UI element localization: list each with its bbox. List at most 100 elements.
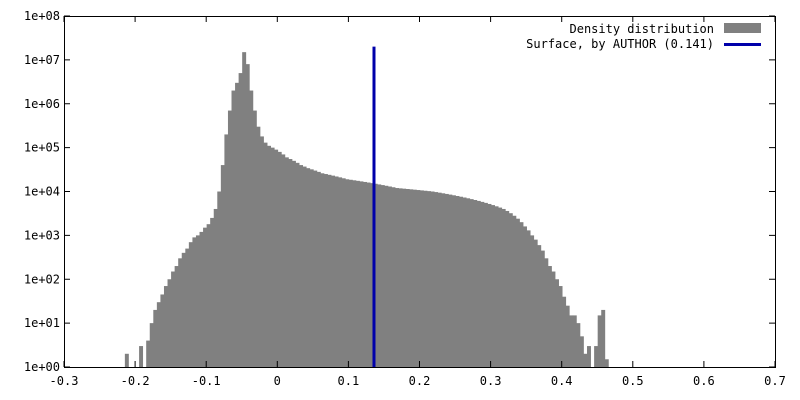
histogram-bar	[587, 346, 591, 367]
histogram-bar	[558, 286, 563, 367]
histogram-bar	[530, 235, 535, 368]
histogram-bar	[551, 271, 556, 367]
histogram-bar	[483, 202, 488, 367]
x-tick-label: -0.1	[192, 374, 221, 388]
histogram-bar	[227, 110, 232, 368]
x-tick-label: 0.3	[480, 374, 502, 388]
histogram-bar	[359, 181, 364, 367]
histogram-bar	[533, 239, 538, 367]
histogram-bar	[210, 217, 215, 367]
x-tick-label: 0.1	[338, 374, 360, 388]
histogram-bar	[352, 180, 357, 367]
legend-swatch-density	[724, 23, 761, 33]
x-tick-label: 0.5	[622, 374, 644, 388]
histogram-bar	[341, 178, 346, 367]
histogram-bar	[331, 175, 336, 367]
histogram-bar	[565, 305, 570, 367]
histogram-bar	[576, 323, 581, 368]
x-tick-label: -0.2	[121, 374, 150, 388]
histogram-bar	[181, 252, 186, 367]
histogram-bar	[252, 110, 257, 368]
histogram-bar	[263, 142, 268, 367]
histogram-bar	[476, 200, 481, 367]
histogram-bar	[515, 218, 520, 367]
histogram-bar	[320, 173, 325, 367]
histogram-bar	[395, 188, 399, 367]
histogram-bar	[544, 258, 549, 367]
histogram-bar	[348, 179, 353, 367]
histogram-bar	[409, 189, 414, 367]
histogram-bar	[501, 208, 506, 367]
histogram-bar	[242, 52, 247, 368]
histogram-bar	[562, 296, 567, 367]
histogram-bar	[434, 192, 439, 367]
legend-label-density: Density distribution	[570, 22, 715, 36]
histogram-bar	[405, 189, 410, 367]
histogram-bar	[299, 165, 304, 367]
x-tick-label: 0.7	[764, 374, 786, 388]
histogram-bar	[195, 235, 200, 368]
histogram-bar	[302, 166, 307, 367]
x-tick-label: -0.3	[50, 374, 79, 388]
histogram-bar	[459, 196, 463, 367]
histogram-bar	[185, 248, 190, 367]
y-tick-label: 1e+01	[24, 316, 60, 330]
histogram-bar	[555, 279, 559, 367]
histogram-bar	[469, 199, 474, 367]
histogram-bar	[245, 64, 250, 367]
histogram-bar	[256, 126, 261, 367]
histogram-bar	[523, 226, 527, 367]
histogram-bar	[419, 190, 424, 367]
histogram-bar	[579, 336, 584, 367]
histogram-bar	[163, 286, 168, 367]
histogram-bar	[288, 159, 293, 367]
histogram-bar	[583, 353, 588, 367]
histogram-bar	[430, 191, 435, 367]
histogram-bar	[309, 169, 314, 367]
histogram-bar	[412, 189, 417, 367]
histogram-bar	[153, 309, 158, 367]
x-tick-label: 0	[274, 374, 281, 388]
x-tick-label: 0.2	[409, 374, 431, 388]
histogram-bar	[402, 188, 407, 367]
histogram-bar	[306, 168, 311, 367]
histogram-bar	[384, 185, 389, 367]
histogram-bar	[267, 145, 272, 367]
histogram-bars	[124, 52, 609, 368]
histogram-bar	[416, 190, 421, 367]
histogram-bar	[156, 302, 161, 367]
histogram-bar	[167, 279, 172, 367]
histogram-bar	[437, 192, 442, 367]
histogram-bar	[491, 205, 495, 367]
histogram-bar	[547, 266, 552, 367]
histogram-bar	[594, 346, 599, 367]
histogram-bar	[277, 151, 282, 367]
histogram-bar	[487, 203, 492, 367]
histogram-bar	[281, 154, 286, 367]
histogram-bar	[345, 179, 350, 367]
histogram-bar	[188, 242, 193, 367]
histogram-bar	[377, 184, 382, 367]
histogram-bar	[441, 193, 446, 367]
y-tick-label: 1e+02	[24, 272, 60, 286]
histogram-bar	[444, 193, 449, 367]
histogram-bar	[217, 191, 222, 367]
histogram-bar	[284, 157, 289, 367]
histogram-bar	[387, 186, 392, 367]
histogram-bar	[519, 222, 524, 367]
histogram-bar	[526, 230, 531, 367]
y-tick-label: 1e+03	[24, 228, 60, 242]
histogram-bar	[540, 250, 545, 367]
x-tick-label: 0.4	[551, 374, 573, 388]
histogram-bar	[199, 231, 204, 367]
histogram-bar	[235, 82, 240, 367]
histogram-bar	[512, 215, 517, 367]
histogram-bar	[373, 183, 378, 367]
histogram-bar	[505, 210, 510, 367]
histogram-bar	[494, 206, 499, 367]
y-tick-label: 1e+05	[24, 141, 60, 155]
histogram-bar	[508, 213, 513, 367]
histogram-bar	[139, 346, 144, 367]
histogram-bar	[604, 359, 609, 367]
